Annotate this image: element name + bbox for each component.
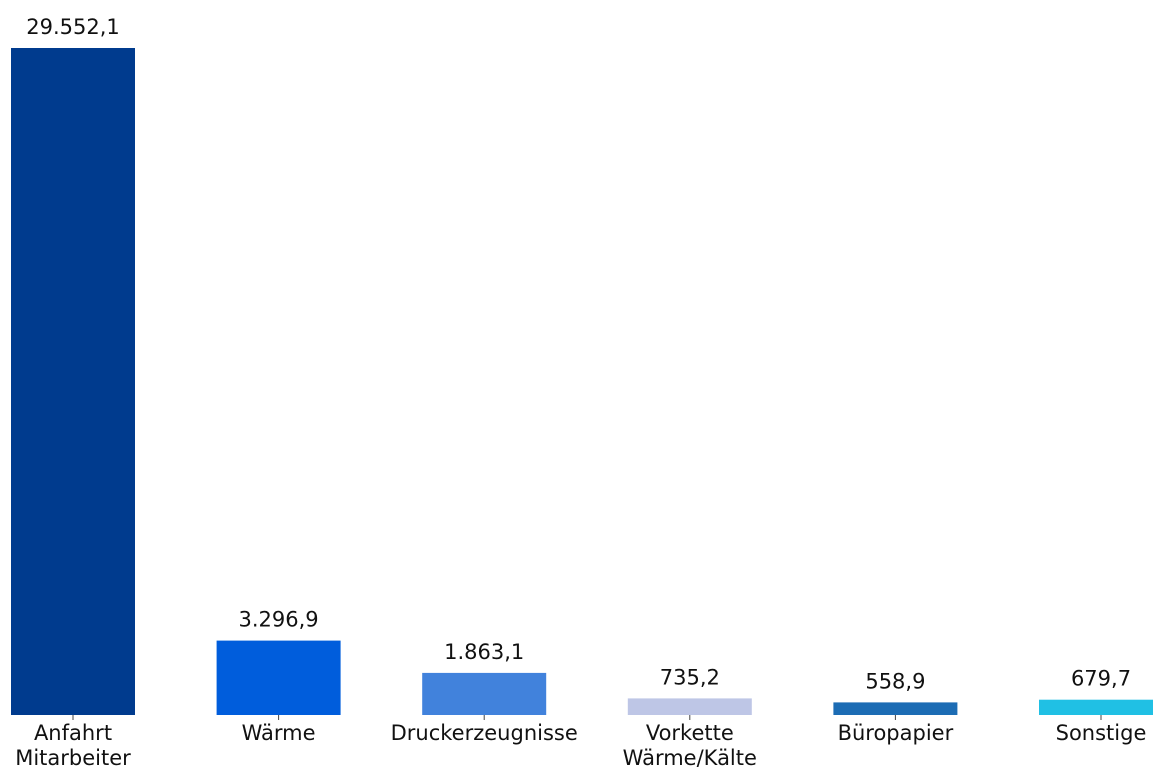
x-tick-label-2: Druckerzeugnisse [391,721,578,745]
x-tick-label-0: Anfahrt Mitarbeiter [15,721,131,769]
bar-0 [11,48,135,715]
value-label-4: 558,9 [865,669,925,693]
value-label-1: 3.296,9 [239,608,319,632]
x-tick-label-line: Sonstige [1056,721,1147,745]
value-label-2: 1.863,1 [444,640,524,664]
value-label-5: 679,7 [1071,667,1131,691]
x-tick-label-line: Wärme [242,721,316,745]
bar-5 [1039,699,1153,715]
value-label-3: 735,2 [660,665,720,689]
value-labels-group: 29.552,1 3.296,9 1.863,1 735,2 558,9 679,7 [26,15,1131,693]
bar-4 [833,702,958,715]
x-axis-ticks-group: Anfahrt Mitarbeiter Wärme Druckerzeugnisse V… [15,715,1146,769]
x-tick-label-line: Anfahrt [34,721,112,745]
x-tick-label-4: Büropapier [838,721,954,745]
bar-2 [422,672,547,715]
x-tick-label-line: Büropapier [838,721,954,745]
bars-group [11,48,1153,715]
x-tick-label-line: Mitarbeiter [15,746,131,769]
x-tick-label-line: Vorkette [646,721,734,745]
bar-3 [627,698,752,715]
x-tick-label-5: Sonstige [1056,721,1147,745]
value-label-0: 29.552,1 [26,15,120,39]
x-tick-label-1: Wärme [242,721,316,745]
x-tick-label-line: Druckerzeugnisse [391,721,578,745]
bar-1 [216,640,341,715]
x-tick-label-line: Wärme/Kälte [623,746,757,769]
x-tick-label-3: Vorkette Wärme/Kälte [623,721,757,769]
